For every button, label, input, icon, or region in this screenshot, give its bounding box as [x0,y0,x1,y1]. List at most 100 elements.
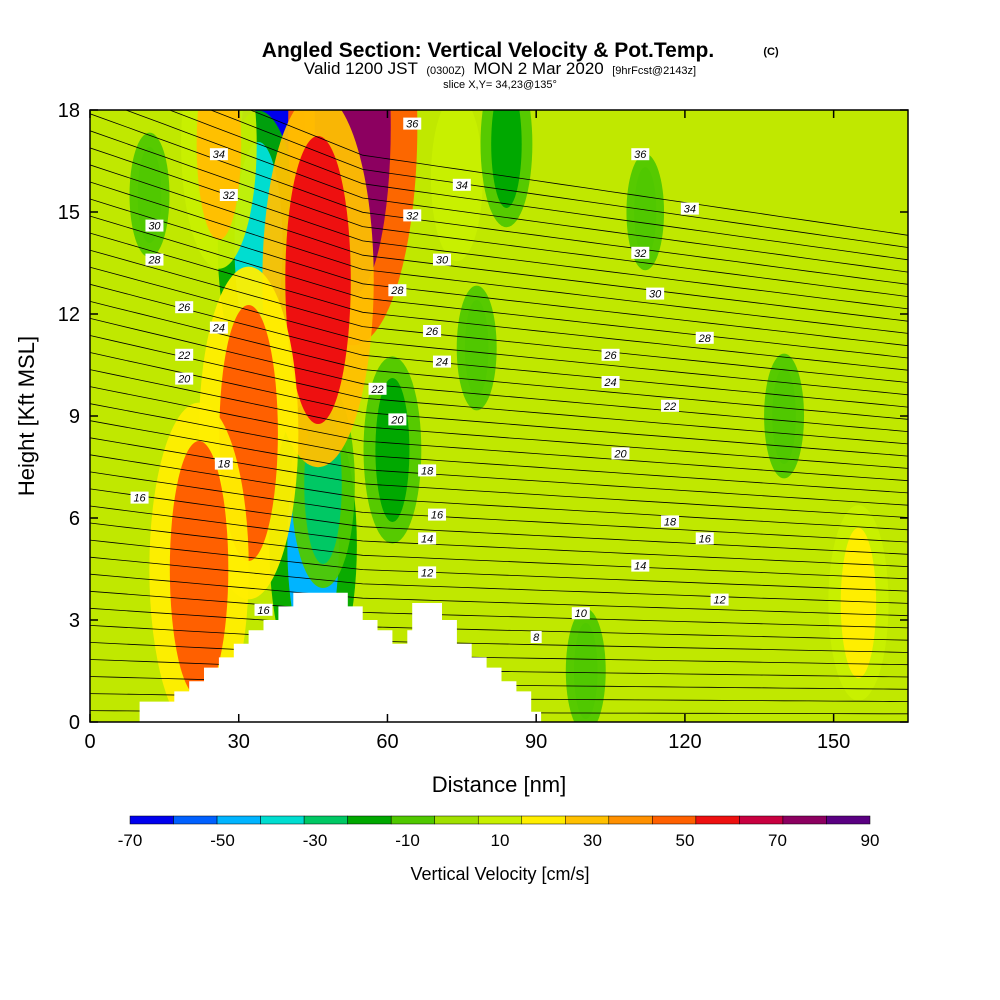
theta-label: 30 [432,253,451,267]
theta-label-text: 26 [425,326,439,338]
theta-label-bg [601,348,620,361]
theta-label: 24 [601,376,620,389]
x-tick-label: 90 [525,731,547,753]
theta-contour [90,130,908,297]
theta-label: 24 [209,321,228,335]
theta-contour [90,215,908,359]
theta-label-bg [145,219,164,232]
y-axis-label: Height [Kft MSL] [14,336,39,496]
y-tick-label: 15 [58,202,80,224]
colorbar-swatch [129,815,174,825]
theta-contour [168,110,908,261]
x-axis: 0 30 60 90 120 150 [84,110,850,753]
theta-label: 34 [680,202,699,216]
theta-contour [90,318,908,432]
terrain-mask [90,592,908,722]
theta-label-text: 32 [406,210,418,222]
theta-label-bg [571,607,590,620]
theta-label: 26 [423,325,442,338]
theta-label: 22 [368,382,387,396]
theta-label-text: 32 [634,248,646,260]
theta-contour [90,181,908,334]
theta-contour [209,110,908,248]
theta-label: 36 [631,148,650,161]
theta-label-bg [403,209,422,222]
theta-label: 16 [254,603,273,617]
theta-label-text: 20 [177,374,191,386]
forecast-info: [9hrFcst@2143z] [612,65,696,77]
theta-label-bg [646,287,665,300]
theta-label-text: 18 [421,465,434,477]
theta-label-bg [219,189,238,201]
theta-contour [90,539,908,592]
theta-label-text: 26 [177,302,191,314]
theta-contour [90,522,908,580]
theta-contour [90,556,908,604]
colorbar-swatch [260,815,305,825]
colorbar-tick-label: 90 [861,831,880,850]
theta-label-text: 30 [148,221,161,233]
colorbar-swatch [565,815,610,825]
theta-label: 34 [209,148,228,161]
theta-contour [90,232,908,371]
colorbar-swatch [477,815,523,825]
colorbar-tick-label: -70 [118,831,143,850]
x-tick-label: 120 [668,731,701,753]
theta-label-text: 36 [406,119,419,131]
colorbar-swatch [608,815,653,825]
theta-label-bg [530,631,542,643]
theta-label-text: 20 [613,448,627,460]
theta-label-text: 30 [649,289,662,301]
colorbar-swatch [434,815,479,825]
theta-label-bg [631,559,650,572]
colorbar-swatch [303,815,348,825]
theta-label: 18 [661,515,680,528]
velocity-core [169,441,229,697]
y-tick-label: 18 [58,100,80,122]
theta-label: 14 [418,532,437,545]
theta-label: 28 [388,284,407,297]
theta-label: 28 [145,253,164,267]
x-tick-label: 60 [376,731,398,753]
theta-label: 12 [418,566,437,579]
theta-label: 24 [432,355,451,369]
theta-label-bg [452,178,471,191]
theta-contour [90,386,908,482]
theta-label-text: 32 [223,190,235,202]
theta-label: 34 [452,178,471,192]
theta-label: 26 [175,301,194,314]
theta-label-text: 36 [634,149,647,161]
theta-contour [90,607,908,641]
theta-label: 32 [219,189,238,202]
theta-contour [90,113,908,285]
theta-label-bg [695,532,714,545]
theta-contour [249,110,908,236]
colorbar-swatch [695,815,740,825]
x-tick-label: 150 [817,731,850,753]
theta-label-text: 26 [603,350,617,362]
slice-info: slice X,Y= 34,23@135° [443,79,557,91]
theta-label-bg [611,447,630,460]
theta-label: 16 [695,532,714,545]
theta-label: 14 [631,559,650,573]
theta-label-text: 28 [390,285,404,297]
velocity-core [196,110,242,240]
theta-label-text: 16 [257,605,270,617]
theta-label-bg [145,253,164,266]
colorbar-swatch [216,815,261,825]
theta-label-bg [695,331,714,344]
theta-label-bg [631,148,650,161]
valid-time-line: Valid 1200 JST (0300Z) MON 2 Mar 2020 [9… [304,59,696,78]
theta-contour [90,573,908,617]
theta-label: 32 [403,209,422,222]
theta-contour [90,352,908,457]
theta-label-text: 12 [421,567,433,579]
theta-label: 28 [695,331,714,345]
theta-label-bg [418,532,437,545]
theta-contour [90,488,908,555]
theta-label-text: 34 [684,204,696,216]
theta-label-text: 34 [213,149,225,161]
theta-label-text: 30 [436,255,449,267]
theta-contour [90,335,908,445]
x-tick-label: 0 [84,731,95,753]
